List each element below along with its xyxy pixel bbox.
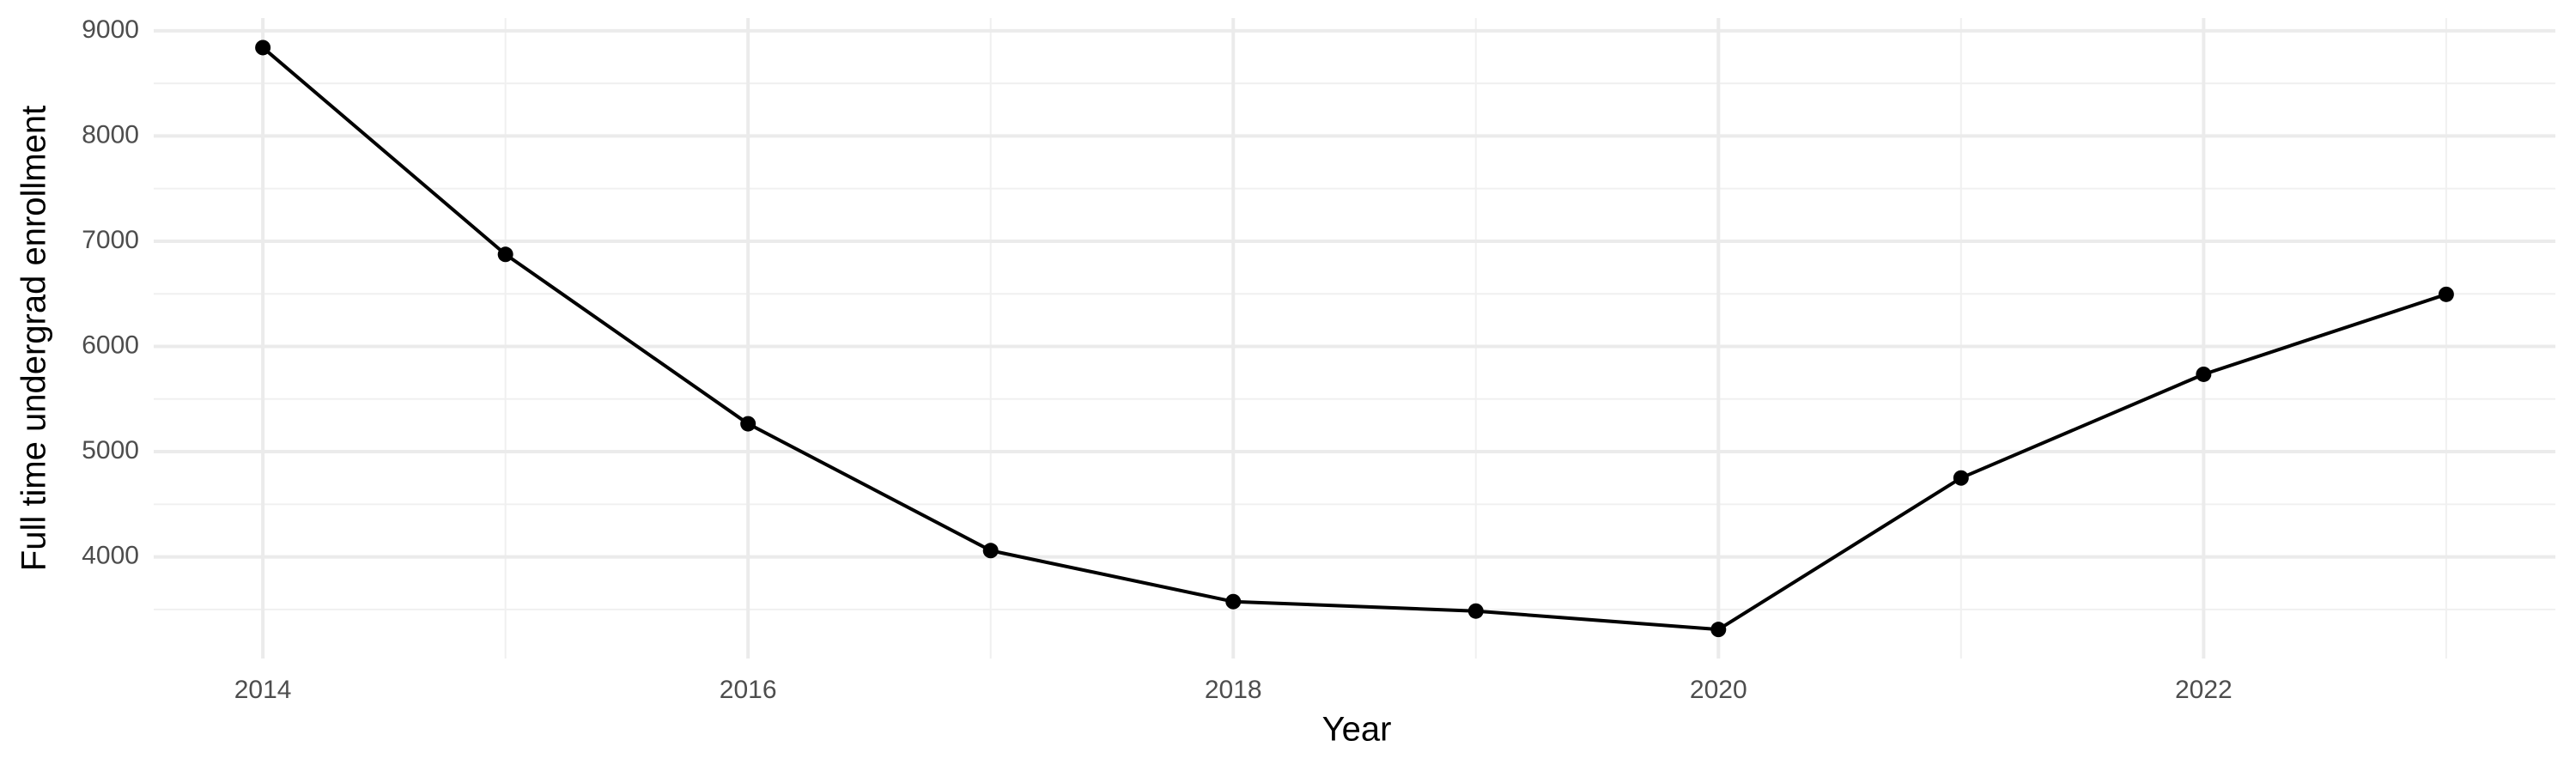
- x-axis-title: Year: [1322, 711, 1392, 749]
- y-tick-label: 5000: [82, 436, 139, 464]
- data-point: [740, 416, 756, 432]
- x-tick-label: 2014: [234, 676, 292, 704]
- x-tick-label: 2020: [1690, 676, 1747, 704]
- x-tick-label: 2022: [2175, 676, 2233, 704]
- y-axis-title: Full time undergrad enrollment: [15, 106, 53, 571]
- x-tick-label: 2018: [1205, 676, 1262, 704]
- data-point: [255, 39, 271, 56]
- series-line: [261, 46, 2447, 632]
- y-tick-label: 4000: [82, 542, 139, 570]
- data-point: [497, 246, 513, 263]
- data-point: [1953, 470, 1969, 486]
- data-point: [1710, 622, 1727, 638]
- y-tick-label: 7000: [82, 226, 139, 254]
- data-point: [1467, 603, 1484, 619]
- x-tick-label: 2016: [720, 676, 777, 704]
- y-tick-label: 8000: [82, 120, 139, 149]
- data-point: [1225, 593, 1242, 610]
- data-point: [982, 543, 999, 559]
- y-tick-label: 6000: [82, 331, 139, 359]
- y-tick-label: 9000: [82, 15, 139, 44]
- data-point: [2438, 286, 2454, 302]
- data-point: [2196, 366, 2212, 382]
